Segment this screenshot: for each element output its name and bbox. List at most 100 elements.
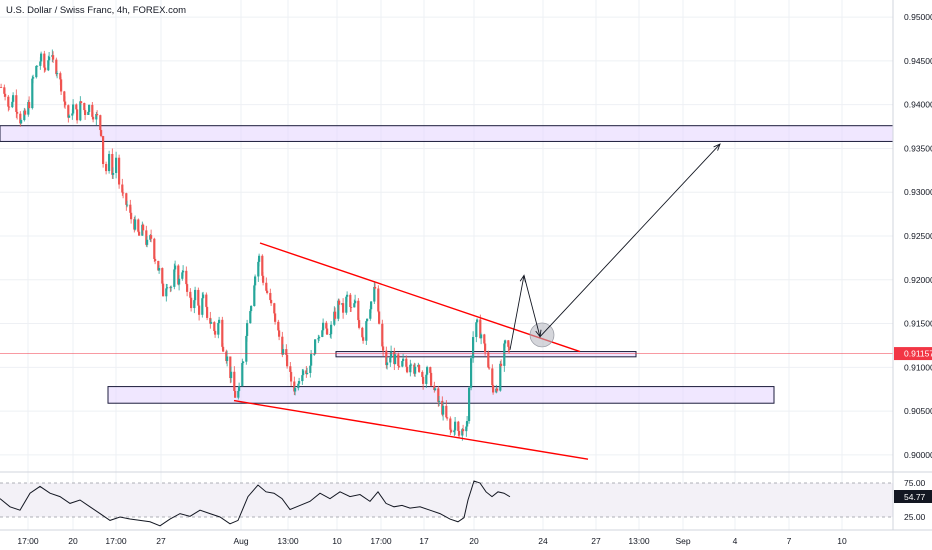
candle-body xyxy=(346,294,349,297)
candle-body xyxy=(210,322,213,324)
candle-down xyxy=(44,64,47,72)
candle-body xyxy=(402,358,405,362)
candle-body xyxy=(182,270,185,273)
rsi-value-badge xyxy=(894,490,932,503)
candle-down xyxy=(500,359,503,368)
candles xyxy=(0,49,511,441)
candle-body xyxy=(330,324,333,335)
candle-up xyxy=(115,151,118,179)
candle-up xyxy=(36,65,39,67)
candle-down xyxy=(446,417,449,421)
candle-up xyxy=(68,113,71,118)
candle-down xyxy=(374,283,377,290)
candle-body xyxy=(206,306,209,318)
candle-up xyxy=(194,286,197,304)
candle-body xyxy=(47,60,50,71)
candle-body xyxy=(317,338,320,340)
candle-body xyxy=(366,318,369,322)
candle-body xyxy=(483,334,486,344)
candle-up xyxy=(318,335,321,342)
candle-up xyxy=(253,283,256,307)
candle-down xyxy=(430,370,433,387)
candle-up xyxy=(250,305,253,314)
candle-up xyxy=(294,385,297,396)
candle-body xyxy=(342,303,345,313)
candle-body xyxy=(0,87,3,88)
candle-body xyxy=(350,307,353,308)
candle-up xyxy=(217,321,220,339)
candle-body xyxy=(242,361,245,363)
candle-body xyxy=(496,388,499,391)
candle-body xyxy=(377,288,380,312)
candle-body xyxy=(503,343,506,366)
candle-body xyxy=(414,366,417,374)
candle-body xyxy=(314,339,317,354)
candle-down xyxy=(491,364,494,389)
candle-up xyxy=(410,363,413,369)
candle-body xyxy=(250,306,253,312)
candle-body xyxy=(409,364,412,373)
candle-up xyxy=(126,200,129,208)
candle-body xyxy=(154,258,157,261)
candle-up xyxy=(434,387,437,392)
candle-body xyxy=(488,367,491,369)
candle-body xyxy=(362,337,365,341)
candle-down xyxy=(349,292,352,312)
candle-down xyxy=(162,281,165,297)
candle-body xyxy=(466,421,469,427)
candle-body xyxy=(138,231,141,236)
candle-body xyxy=(313,353,316,355)
candle-body xyxy=(130,212,133,220)
candle-up xyxy=(241,358,244,387)
candle-body xyxy=(221,319,224,347)
candle-body xyxy=(434,388,437,390)
candle-up xyxy=(246,319,249,342)
candle-up xyxy=(468,386,471,424)
candle-body xyxy=(405,358,408,367)
candle-up xyxy=(476,318,479,324)
candle-body xyxy=(233,371,236,391)
candle-down xyxy=(24,108,27,116)
candle-body xyxy=(492,385,495,393)
candle-body xyxy=(67,105,70,118)
candle-down xyxy=(67,104,70,123)
candle-down xyxy=(462,424,465,435)
candle-up xyxy=(370,301,373,313)
candle-body xyxy=(125,193,128,205)
candle-body xyxy=(318,336,321,339)
candle-body xyxy=(385,350,388,366)
candle-body xyxy=(39,61,42,66)
candle-body xyxy=(345,296,348,313)
candle-up xyxy=(170,285,173,292)
candle-body xyxy=(91,104,94,117)
candle-body xyxy=(237,390,240,398)
candle-down xyxy=(450,427,453,434)
candle-body xyxy=(382,346,385,351)
candle-body xyxy=(20,120,23,124)
candle-body xyxy=(190,297,193,309)
candle-body xyxy=(7,96,10,107)
candle-body xyxy=(326,328,329,335)
candle-body xyxy=(487,352,490,368)
rsi-axis: 75.00 25.00 54.77 xyxy=(894,478,932,522)
candle-down xyxy=(488,364,491,370)
zone-rectangle xyxy=(107,386,775,404)
candle-body xyxy=(269,292,272,300)
candle-down xyxy=(198,303,201,321)
candle-down xyxy=(161,267,164,287)
candle-body xyxy=(102,136,105,164)
candle-up xyxy=(345,295,348,315)
time-tick-label: 27 xyxy=(591,536,601,546)
candle-up xyxy=(366,318,369,323)
candle-body xyxy=(273,303,276,314)
candle-down xyxy=(138,229,141,236)
candle-up xyxy=(178,275,181,291)
arrowhead-up xyxy=(519,274,526,283)
candle-body xyxy=(75,104,78,110)
candle-body xyxy=(64,101,67,106)
candle-body xyxy=(96,114,99,116)
candle-up xyxy=(503,340,506,372)
candle-up xyxy=(166,284,169,291)
candle-body xyxy=(426,367,429,375)
candle-body xyxy=(122,192,125,194)
